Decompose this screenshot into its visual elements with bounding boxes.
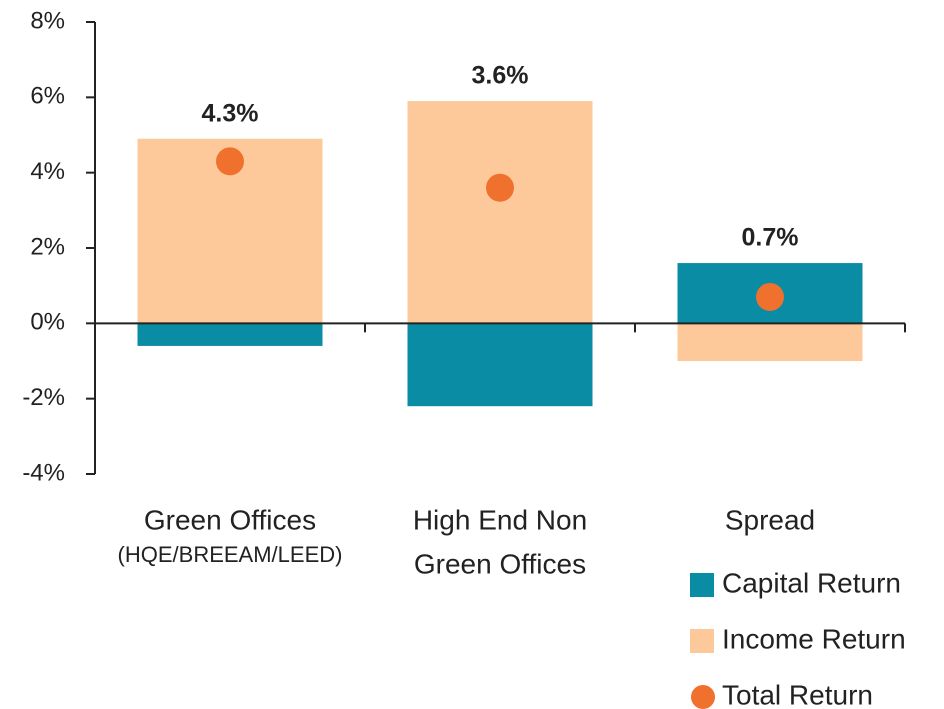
y-tick-label: 8%: [30, 7, 65, 34]
x-tick-label: Green Offices: [144, 504, 316, 535]
bar: [677, 323, 863, 361]
y-tick-label: 4%: [30, 158, 65, 185]
bar: [137, 323, 323, 346]
total-dot: [216, 147, 244, 176]
bar: [407, 323, 593, 407]
x-tick-label: Spread: [725, 504, 815, 535]
legend-label: Income Return: [722, 623, 906, 654]
x-tick-label: High End Non: [413, 504, 587, 535]
y-tick-label: 6%: [30, 83, 65, 110]
bar: [407, 101, 593, 324]
value-label: 0.7%: [742, 224, 799, 252]
y-tick-label: -2%: [22, 384, 65, 411]
x-tick-label: (HQE/BREEAM/LEED): [118, 542, 343, 567]
total-dot: [756, 282, 784, 311]
legend-swatch: [690, 573, 714, 597]
legend-swatch: [691, 685, 715, 709]
legend-label: Total Return: [722, 679, 873, 709]
value-label: 4.3%: [202, 99, 259, 127]
x-tick-label: Green Offices: [414, 548, 586, 579]
legend-swatch: [690, 629, 714, 653]
y-tick-label: 2%: [30, 233, 65, 260]
legend-label: Capital Return: [722, 567, 901, 598]
y-tick-label: 0%: [30, 309, 65, 336]
y-tick-label: -4%: [22, 459, 65, 486]
value-label: 3.6%: [472, 62, 529, 90]
total-dot: [486, 173, 514, 202]
